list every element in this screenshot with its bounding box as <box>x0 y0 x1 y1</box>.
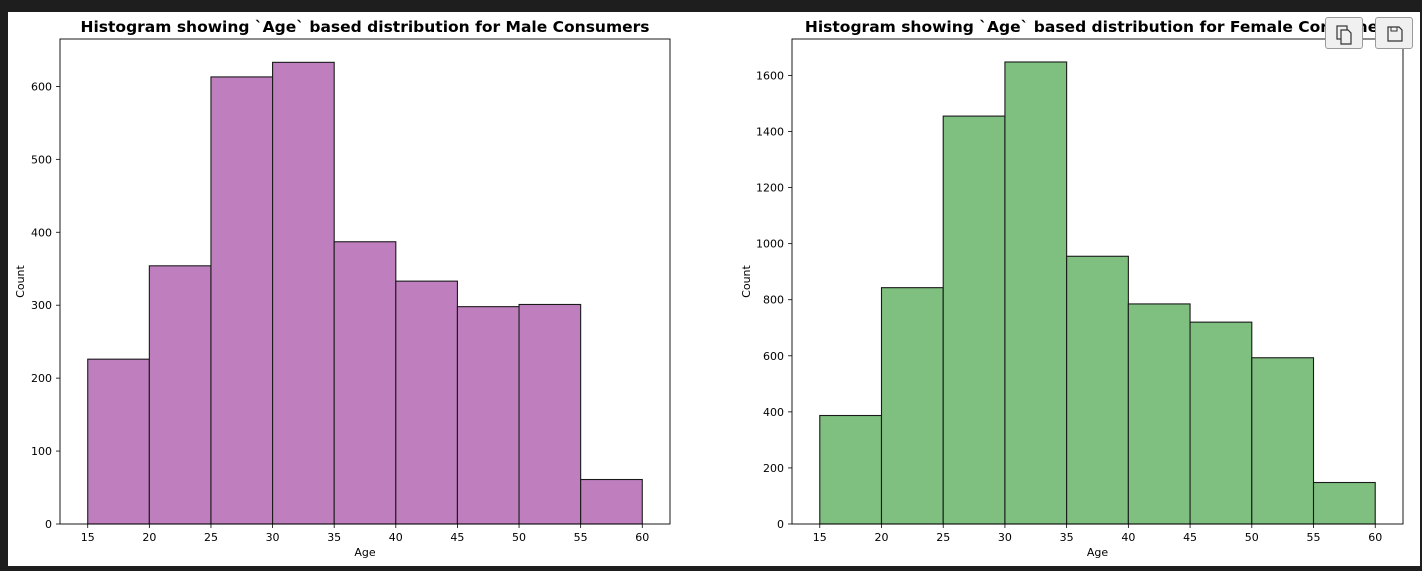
histogram-bar <box>1004 61 1068 525</box>
chart-title: Histogram showing `Age` based distributi… <box>81 18 650 36</box>
axes-frame <box>59 38 671 525</box>
histogram-bar <box>1312 481 1376 525</box>
y-tick-label: 0 <box>45 518 52 531</box>
y-tick-label: 500 <box>31 153 52 166</box>
y-tick-label: 1200 <box>756 182 784 195</box>
x-tick-label: 35 <box>327 531 341 544</box>
y-tick-label: 200 <box>763 462 784 475</box>
save-button[interactable] <box>1375 17 1413 49</box>
copy-button[interactable] <box>1325 17 1363 49</box>
x-tick-label: 20 <box>874 531 888 544</box>
y-tick-label: 400 <box>31 226 52 239</box>
copy-icon <box>1336 25 1352 45</box>
x-tick-label: 25 <box>936 531 950 544</box>
y-tick-label: 300 <box>31 299 52 312</box>
x-tick-label: 30 <box>266 531 280 544</box>
x-tick-label: 55 <box>574 531 588 544</box>
x-tick-label: 30 <box>998 531 1012 544</box>
x-tick-label: 60 <box>1368 531 1382 544</box>
x-tick-label: 50 <box>512 531 526 544</box>
y-tick-label: 1000 <box>756 238 784 251</box>
x-tick-label: 40 <box>1121 531 1135 544</box>
y-tick-label: 600 <box>763 350 784 363</box>
histogram-bar <box>580 478 643 525</box>
histogram-bar <box>942 115 1006 525</box>
save-icon <box>1387 26 1403 42</box>
histogram-bar <box>819 414 883 525</box>
y-tick-label: 1600 <box>756 69 784 82</box>
histogram-bar <box>1066 255 1129 525</box>
y-tick-label: 400 <box>763 406 784 419</box>
y-tick-label: 600 <box>31 80 52 93</box>
female-age-histogram: Histogram showing `Age` based distributi… <box>740 18 1404 559</box>
histogram-bar <box>272 61 335 525</box>
histogram-bar <box>456 306 520 525</box>
chart-title: Histogram showing `Age` based distributi… <box>805 18 1395 36</box>
y-tick-label: 1400 <box>756 126 784 139</box>
histogram-bar <box>333 241 397 525</box>
y-tick-label: 200 <box>31 372 52 385</box>
x-tick-label: 45 <box>450 531 464 544</box>
x-axis-label: Age <box>1087 546 1109 559</box>
histogram-bar <box>1127 303 1191 525</box>
y-axis-label: Count <box>14 264 27 297</box>
x-tick-label: 60 <box>635 531 649 544</box>
histogram-bar <box>395 280 458 525</box>
histogram-bar <box>210 76 274 525</box>
histogram-bar <box>1251 357 1315 525</box>
histogram-bar <box>87 358 150 525</box>
y-tick-label: 0 <box>777 518 784 531</box>
x-tick-label: 25 <box>204 531 218 544</box>
x-tick-label: 45 <box>1183 531 1197 544</box>
y-axis-label: Count <box>740 264 753 297</box>
x-tick-label: 40 <box>389 531 403 544</box>
x-tick-label: 20 <box>142 531 156 544</box>
axes-frame <box>791 38 1404 525</box>
male-age-histogram: Histogram showing `Age` based distributi… <box>14 18 671 559</box>
x-tick-label: 15 <box>81 531 95 544</box>
x-tick-label: 55 <box>1307 531 1321 544</box>
x-tick-label: 35 <box>1060 531 1074 544</box>
x-axis-label: Age <box>354 546 376 559</box>
histogram-bar <box>1189 321 1253 525</box>
histogram-bar <box>880 287 944 525</box>
histogram-bar <box>518 303 582 525</box>
y-tick-label: 100 <box>31 445 52 458</box>
y-tick-label: 800 <box>763 294 784 307</box>
x-tick-label: 15 <box>813 531 827 544</box>
x-tick-label: 50 <box>1245 531 1259 544</box>
histogram-bar <box>148 265 212 525</box>
